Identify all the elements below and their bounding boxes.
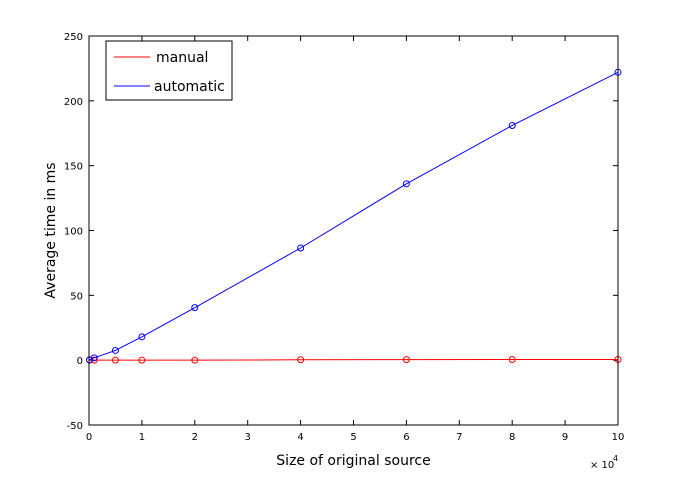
data-point-manual xyxy=(297,356,305,364)
y-tick-label: 250 xyxy=(64,32,83,43)
plot-area-frame xyxy=(88,35,619,426)
y-tick-label: 0 xyxy=(77,356,83,367)
y-tick-label: 200 xyxy=(64,97,83,108)
legend-label-manual: manual xyxy=(156,50,208,66)
x-axis-multiplier-exponent: 4 xyxy=(613,454,618,463)
data-point-automatic xyxy=(402,180,410,188)
y-axis-label: Average time in ms xyxy=(43,162,59,298)
x-tick-label: 4 xyxy=(297,432,303,443)
x-tick-label: 3 xyxy=(245,432,251,443)
x-axis-multiplier: × 10 xyxy=(590,460,614,471)
x-tick-label: 1 xyxy=(139,432,145,443)
y-tick-label: 150 xyxy=(64,162,83,173)
x-tick-label: 5 xyxy=(350,432,356,443)
data-point-automatic xyxy=(297,244,305,252)
x-tick-label: 9 xyxy=(562,432,568,443)
x-axis-label: Size of original source xyxy=(276,453,430,469)
data-point-automatic xyxy=(508,121,516,129)
x-tick-label: 7 xyxy=(456,432,462,443)
data-point-automatic xyxy=(138,333,146,341)
legend-box xyxy=(105,40,233,101)
y-tick-label: 50 xyxy=(70,291,83,302)
legend: manual automatic xyxy=(105,40,233,101)
y-tick-label: -50 xyxy=(67,421,83,432)
x-tick-label: 10 xyxy=(612,432,625,443)
data-point-manual xyxy=(138,356,146,364)
x-tick-label: 2 xyxy=(192,432,198,443)
x-tick-label: 6 xyxy=(403,432,409,443)
legend-label-automatic: automatic xyxy=(154,79,225,95)
data-point-automatic xyxy=(111,346,119,354)
x-tick-label: 8 xyxy=(509,432,515,443)
data-point-automatic xyxy=(191,304,199,312)
data-point-manual xyxy=(90,356,98,364)
data-point-manual xyxy=(508,356,516,364)
data-point-manual xyxy=(191,356,199,364)
series-line-manual xyxy=(89,359,618,361)
data-point-automatic xyxy=(90,354,98,362)
series-group xyxy=(86,68,622,364)
data-point-manual xyxy=(402,356,410,364)
y-tick-label: 100 xyxy=(64,227,83,238)
series-line-automatic xyxy=(89,71,619,361)
x-tick-label: 0 xyxy=(86,432,92,443)
data-point-manual xyxy=(111,356,119,364)
